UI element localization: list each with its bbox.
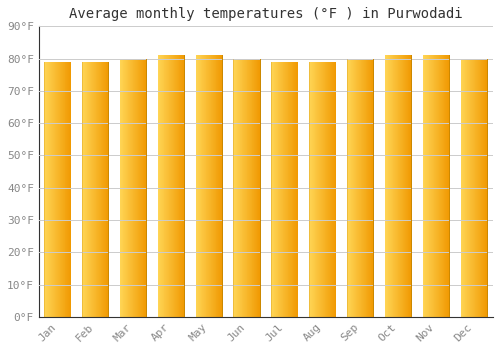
Bar bbox=[184, 55, 185, 317]
Bar bbox=[422, 55, 423, 317]
Bar bbox=[309, 62, 310, 317]
Bar bbox=[70, 62, 72, 317]
Bar bbox=[460, 58, 461, 317]
Bar bbox=[449, 55, 450, 317]
Bar bbox=[146, 58, 147, 317]
Bar bbox=[487, 58, 488, 317]
Bar bbox=[271, 62, 272, 317]
Title: Average monthly temperatures (°F ) in Purwodadi: Average monthly temperatures (°F ) in Pu… bbox=[69, 7, 462, 21]
Bar bbox=[385, 55, 386, 317]
Bar bbox=[222, 55, 223, 317]
Bar bbox=[108, 62, 109, 317]
Bar bbox=[347, 58, 348, 317]
